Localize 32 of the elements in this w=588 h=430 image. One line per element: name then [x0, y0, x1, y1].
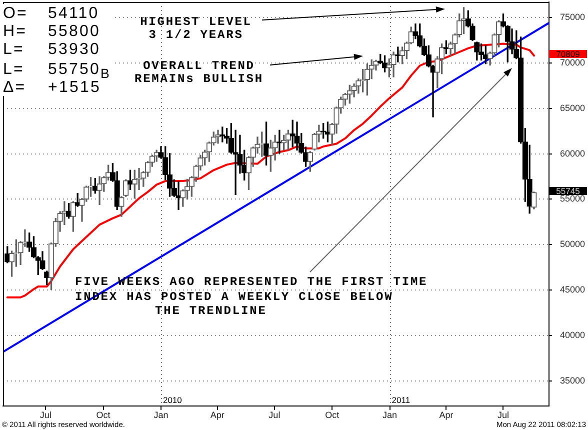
x-tick-label: Oct: [96, 410, 111, 420]
annotation: OVERALL TREND REMAINs BULLISH: [134, 59, 264, 86]
text: 70809: [549, 49, 587, 59]
text: L= 53930: [3, 40, 100, 58]
candlestick: [96, 176, 102, 206]
ref-line-label: 2011: [392, 395, 410, 405]
y-tick-label: 50000: [560, 239, 586, 250]
x-tick-label: Jul: [268, 410, 280, 420]
y-tick-label: 75000: [560, 12, 586, 22]
annotation: HIGHEST LEVEL 3 1/2 YEARS: [140, 15, 252, 42]
candlestick: [215, 130, 221, 144]
x-tick-label: Jan: [382, 410, 398, 420]
text: Δ= +1515: [3, 79, 101, 96]
ref-line-label: 2010: [162, 395, 182, 405]
y-tick-label: 55000: [560, 194, 586, 204]
text: O= 54110: [3, 4, 100, 22]
x-tick-label: Apr: [439, 410, 454, 420]
y-tick-label: 65000: [560, 102, 586, 113]
text: H= 55800: [3, 22, 100, 40]
y-tick-label: 60000: [560, 148, 586, 158]
text: 55745: [549, 186, 587, 196]
y-tick-label: 45000: [560, 284, 586, 295]
text: L= 55750$_{B}$: [3, 60, 111, 81]
y-tick-label: 35000: [560, 375, 586, 386]
y-tick-label: 40000: [560, 330, 586, 340]
x-tick-label: Jul: [40, 410, 52, 420]
x-tick-label: Jul: [497, 410, 509, 420]
candlestick: [276, 130, 282, 154]
y-tick-label: 70000: [560, 57, 586, 68]
x-tick-label: Apr: [210, 410, 224, 420]
x-tick-label: Jan: [154, 410, 168, 420]
x-tick-label: Oct: [325, 410, 340, 420]
